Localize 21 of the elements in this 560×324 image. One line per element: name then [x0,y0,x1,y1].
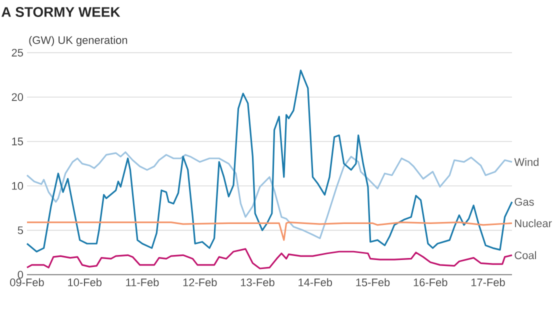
series-label: Wind [514,158,538,166]
y-tick-label: 20 [12,93,24,101]
x-tick-label: 17-Feb [471,278,505,286]
x-tick-label: 09-Feb [10,278,44,286]
y-tick-label: 15 [12,138,24,146]
y-tick-label: 10 [12,182,24,190]
x-tick-label: 14-Feb [298,278,332,286]
y-tick-label: 5 [18,226,24,234]
x-tick-label: 12-Feb [183,278,217,286]
series-label: Gas [514,198,534,206]
series-label: Coal [514,251,536,260]
x-tick-label: 11-Feb [126,278,159,286]
x-tick-label: 15-Feb [356,278,390,286]
x-tick-label: 13-Feb [240,278,274,286]
x-tick-label: 10-Feb [68,278,102,286]
y-tick-label: 25 [12,48,24,57]
series-label: Nuclear [515,219,552,228]
y-axis-title: (GW) UK generation [29,36,128,46]
y-tick-label: 0 [18,270,24,279]
x-tick-label: 16-Feb [414,278,448,286]
chart-title: A STORMY WEEK [2,7,120,17]
